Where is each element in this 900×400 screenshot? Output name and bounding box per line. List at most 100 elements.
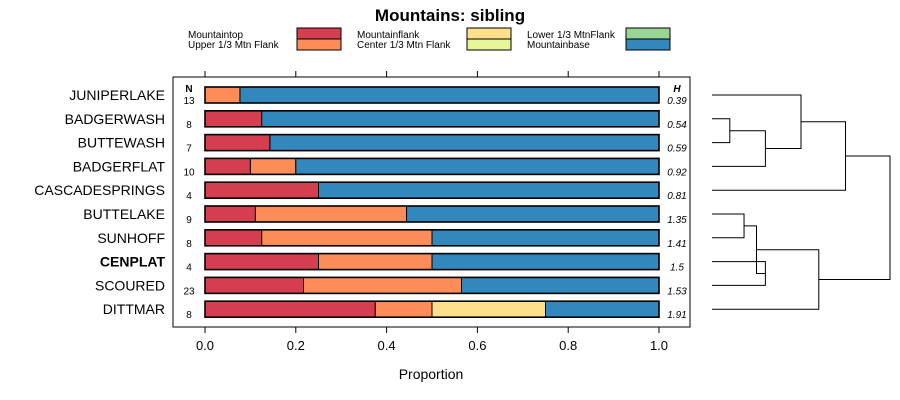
row-label-scoured: SCOURED	[95, 277, 165, 293]
h-value-badgerflat: 0.92	[667, 167, 687, 178]
bar-outline-juniperlake	[204, 86, 660, 104]
h-value-juniperlake: 0.39	[667, 96, 687, 107]
x-tick-label-0-2: 0.2	[287, 338, 305, 353]
x-tick-label-0-4: 0.4	[378, 338, 396, 353]
n-value-buttewash: 7	[186, 144, 192, 155]
row-label-buttewash: BUTTEWASH	[78, 135, 165, 151]
x-axis-label: Proportion	[399, 366, 464, 382]
legend-swatch-mountaintop	[296, 27, 342, 40]
legend-swatch-mountainflank	[466, 27, 512, 40]
bar-row-cascadesprings: CASCADESPRINGS 4 0.81	[34, 181, 687, 202]
row-label-juniperlake: JUNIPERLAKE	[69, 87, 165, 103]
h-value-cenplat: 1.5	[670, 263, 684, 274]
row-label-badgerwash: BADGERWASH	[65, 111, 165, 127]
dendrogram-link-8	[712, 121, 846, 191]
legend-label-mountaintop: Mountaintop	[188, 30, 243, 41]
h-value-buttelake: 1.35	[667, 215, 687, 226]
n-value-cenplat: 4	[186, 263, 192, 274]
chart-title: Mountains: sibling	[375, 6, 525, 25]
bar-outline-scoured	[204, 276, 660, 295]
x-tick-label-0-8: 0.8	[559, 338, 577, 353]
legend-swatch-upper-1-3-mtn-flank	[296, 38, 342, 51]
bar-row-badgerflat: BADGERFLAT 10 0.92	[73, 157, 687, 178]
h-value-badgerwash: 0.54	[667, 120, 687, 131]
n-value-badgerwash: 8	[186, 120, 192, 131]
legend-label-upper-1-3-mtn-flank: Upper 1/3 Mtn Flank	[188, 40, 280, 51]
bar-row-dittmar: DITTMAR 8 1.91	[103, 300, 687, 321]
bar-segment-cenplat-upper-1-3-mtn-flank	[318, 253, 433, 271]
h-value-buttewash: 0.59	[667, 144, 687, 155]
bar-outline-sunhoff	[204, 229, 660, 247]
bar-row-buttewash: BUTTEWASH 7 0.59	[78, 133, 687, 155]
bar-segment-badgerwash-mountainbase	[261, 110, 660, 128]
legend-swatch-mountainbase	[625, 38, 671, 51]
bar-segment-juniperlake-mountainbase	[239, 86, 660, 104]
row-label-dittmar: DITTMAR	[103, 301, 165, 317]
dendrogram-link-9	[818, 155, 891, 280]
bar-row-badgerwash: BADGERWASH 8 0.54	[65, 110, 687, 131]
bar-segment-badgerwash-mountaintop	[204, 110, 263, 128]
h-value-sunhoff: 1.41	[667, 239, 686, 250]
bar-segment-dittmar-upper-1-3-mtn-flank	[374, 300, 433, 318]
bar-segment-cascadesprings-mountainbase	[318, 181, 660, 199]
bar-segment-buttelake-mountaintop	[204, 205, 256, 223]
bar-segment-sunhoff-mountainbase	[431, 229, 660, 247]
x-axis: 0.0 0.2 0.4 0.6 0.8 1.0	[196, 71, 668, 353]
bar-segment-sunhoff-upper-1-3-mtn-flank	[261, 229, 433, 247]
bar-segment-buttewash-mountainbase	[269, 134, 660, 152]
legend-swatch-lower-1-3-mtnflank	[625, 27, 671, 40]
row-label-buttelake: BUTTELAKE	[83, 206, 165, 222]
bar-rows: JUNIPERLAKE 13 0.39 BADGERWASH 8 0.54 BUTTEWAS…	[34, 86, 687, 321]
bar-segment-juniperlake-upper-1-3-mtn-flank	[204, 86, 241, 104]
bar-outline-cenplat	[204, 252, 660, 271]
bar-segment-buttelake-upper-1-3-mtn-flank	[254, 205, 408, 223]
row-label-sunhoff: SUNHOFF	[97, 230, 165, 246]
bar-segment-dittmar-mountainflank	[431, 300, 546, 318]
bar-row-sunhoff: SUNHOFF 8 1.41	[97, 229, 687, 250]
dendrogram	[712, 94, 891, 310]
bar-row-scoured: SCOURED 23 1.53	[95, 276, 687, 297]
bar-segment-scoured-mountaintop	[204, 276, 305, 294]
bar-segment-buttelake-mountainbase	[406, 205, 660, 223]
bar-segment-scoured-upper-1-3-mtn-flank	[303, 276, 463, 294]
n-value-dittmar: 8	[186, 310, 192, 321]
n-header: N	[185, 84, 192, 95]
bar-segment-cascadesprings-mountaintop	[204, 181, 319, 199]
n-value-juniperlake: 13	[183, 96, 195, 107]
row-label-cenplat: CENPLAT	[100, 254, 166, 270]
x-tick-label-0-0: 0.0	[196, 338, 214, 353]
x-tick-label-1-0: 1.0	[650, 338, 668, 353]
dendrogram-link-3	[712, 94, 802, 150]
x-tick-label-0-6: 0.6	[468, 338, 486, 353]
n-value-scoured: 23	[183, 286, 195, 297]
legend-label-lower-1-3-mtnflank: Lower 1/3 MtnFlank	[527, 30, 616, 41]
plot-frame	[172, 76, 691, 328]
bar-outline-cascadesprings	[204, 181, 660, 199]
bar-row-buttelake: BUTTELAKE 9 1.35	[83, 205, 687, 226]
bar-segment-badgerflat-mountaintop	[204, 157, 251, 175]
row-label-badgerflat: BADGERFLAT	[73, 158, 166, 174]
bar-segment-badgerflat-upper-1-3-mtn-flank	[249, 157, 297, 175]
n-value-buttelake: 9	[186, 215, 192, 226]
legend-label-mountainbase: Mountainbase	[527, 40, 590, 51]
h-header: H	[673, 84, 681, 95]
n-value-badgerflat: 10	[183, 167, 195, 178]
bar-segment-cenplat-mountaintop	[204, 253, 319, 271]
h-value-scoured: 1.53	[667, 286, 687, 297]
bar-segment-dittmar-mountainbase	[545, 300, 660, 318]
legend-label-mountainflank: Mountainflank	[357, 30, 420, 41]
bar-segment-buttewash-mountaintop	[204, 134, 271, 152]
bar-segment-dittmar-mountaintop	[204, 300, 376, 318]
bar-outline-dittmar	[204, 300, 660, 319]
bar-outline-buttewash	[204, 133, 660, 152]
bar-row-cenplat: CENPLAT 4 1.5	[100, 252, 684, 274]
n-value-cascadesprings: 4	[186, 191, 192, 202]
dendrogram-link-4	[712, 213, 745, 239]
dendrogram-link-1	[712, 118, 731, 144]
bar-outline-buttelake	[204, 205, 660, 223]
h-value-dittmar: 1.91	[667, 310, 686, 321]
legend-swatch-center-1-3-mtn-flank	[466, 38, 512, 51]
row-label-cascadesprings: CASCADESPRINGS	[34, 182, 165, 198]
